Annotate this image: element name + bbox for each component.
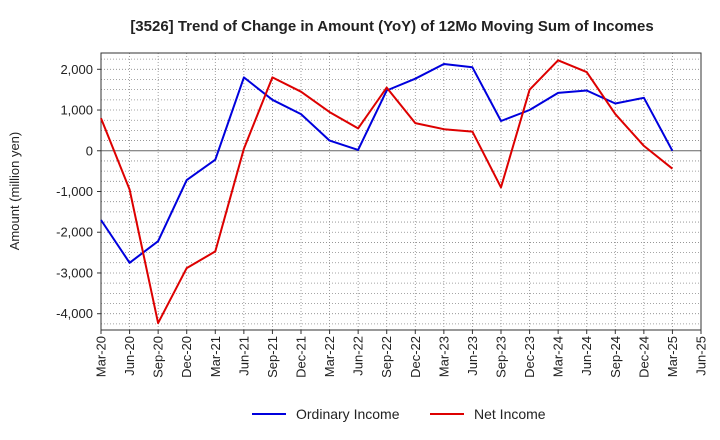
y-tick-label: 2,000 bbox=[60, 62, 93, 77]
x-tick-label: Jun-24 bbox=[579, 336, 594, 376]
x-tick-label: Mar-23 bbox=[436, 336, 451, 377]
series-line bbox=[100, 63, 674, 264]
x-tick-label: Dec-22 bbox=[408, 336, 423, 378]
y-axis-ticks: 2,000 1,000 0 -1,000 -2,000 -3,000 -4,000 bbox=[56, 62, 101, 321]
y-tick-label: -1,000 bbox=[56, 184, 93, 199]
x-tick-label: Mar-20 bbox=[94, 336, 109, 377]
series-line bbox=[100, 59, 674, 325]
x-tick-label: Jun-23 bbox=[465, 336, 480, 376]
x-tick-label: Dec-20 bbox=[179, 336, 194, 378]
y-tick-label: -4,000 bbox=[56, 306, 93, 321]
x-tick-label: Sep-20 bbox=[151, 336, 166, 378]
y-tick-label: 0 bbox=[86, 143, 93, 158]
y-tick-label: -2,000 bbox=[56, 225, 93, 240]
x-tick-label: Sep-21 bbox=[265, 336, 280, 378]
legend-label: Net Income bbox=[474, 406, 546, 422]
legend: Ordinary Income Net Income bbox=[252, 406, 546, 422]
chart-title: [3526] Trend of Change in Amount (YoY) o… bbox=[130, 18, 653, 35]
x-tick-label: Dec-24 bbox=[636, 336, 651, 378]
x-tick-label: Jun-25 bbox=[694, 336, 709, 376]
x-tick-label: Mar-22 bbox=[322, 336, 337, 377]
x-tick-label: Jun-22 bbox=[351, 336, 366, 376]
x-axis-ticks: Mar-20 Jun-20 Sep-20 Dec-20 Mar-21 Jun-21 Sep-… bbox=[94, 330, 709, 378]
x-tick-label: Sep-23 bbox=[494, 336, 509, 378]
x-tick-label: Dec-21 bbox=[294, 336, 309, 378]
x-tick-label: Sep-24 bbox=[608, 336, 623, 378]
x-tick-label: Mar-25 bbox=[665, 336, 680, 377]
x-tick-label: Jun-21 bbox=[236, 336, 251, 376]
x-tick-label: Sep-22 bbox=[379, 336, 394, 378]
x-tick-label: Dec-23 bbox=[522, 336, 537, 378]
x-tick-label: Mar-21 bbox=[208, 336, 223, 377]
x-tick-label: Jun-20 bbox=[122, 336, 137, 376]
series-lines bbox=[100, 59, 674, 325]
y-tick-label: -3,000 bbox=[56, 265, 93, 280]
grid bbox=[100, 53, 702, 330]
y-tick-label: 1,000 bbox=[60, 103, 93, 118]
y-axis-label: Amount (million yen) bbox=[7, 132, 22, 251]
x-tick-label: Mar-24 bbox=[551, 336, 566, 377]
legend-label: Ordinary Income bbox=[296, 406, 400, 422]
